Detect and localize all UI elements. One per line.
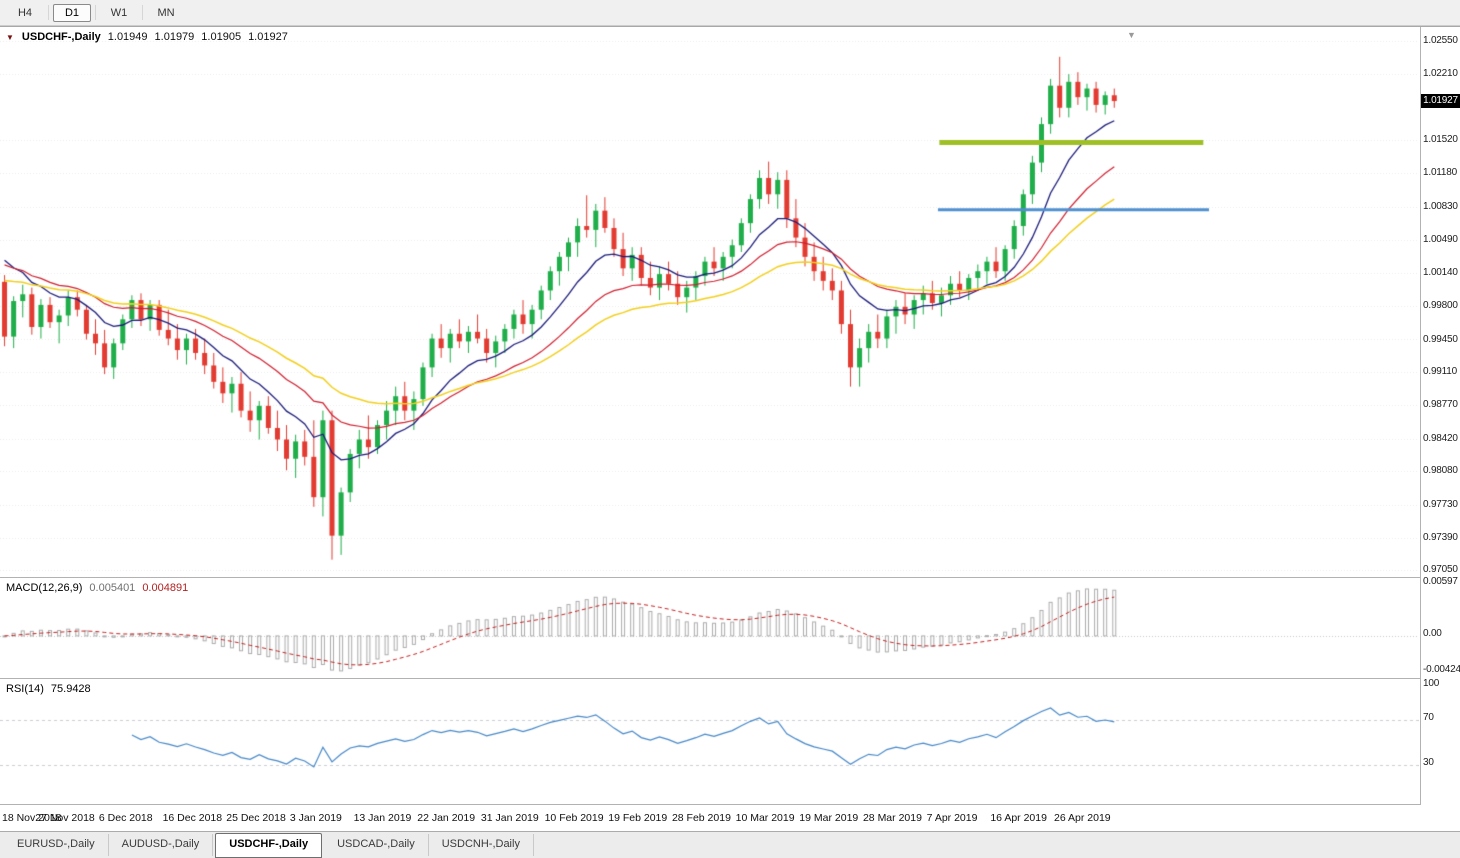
price-axis-label: 0.98420 xyxy=(1423,432,1458,444)
macd-value: 0.005401 xyxy=(89,582,136,594)
price-axis-label: 0.99450 xyxy=(1423,333,1458,345)
price-axis-label: 1.01180 xyxy=(1423,167,1458,179)
date-axis-label: 3 Jan 2019 xyxy=(289,812,342,824)
date-axis-label: 16 Apr 2019 xyxy=(990,812,1047,824)
date-axis-label: 19 Feb 2019 xyxy=(608,812,668,824)
date-axis-label: 27 Nov 2018 xyxy=(35,812,95,824)
price-axis-label: 1.01520 xyxy=(1423,134,1458,146)
chart-title: ▼ USDCHF-,Daily 1.01949 1.01979 1.01905 … xyxy=(6,31,288,43)
toolbar-separator xyxy=(142,5,143,20)
date-axis-label: 22 Jan 2019 xyxy=(417,812,476,824)
rsi-axis-label: 70 xyxy=(1423,711,1434,723)
rsi-panel: RSI(14) 75.9428 xyxy=(0,678,1460,805)
rsi-axis-label: 100 xyxy=(1423,678,1440,689)
macd-label: MACD(12,26,9) 0.005401 0.004891 xyxy=(6,582,188,594)
main-chart-canvas[interactable] xyxy=(0,27,1419,577)
price-axis-label: 1.00830 xyxy=(1423,200,1458,212)
chart-symbol-label: USDCHF-,Daily xyxy=(21,31,101,43)
rsi-value: 75.9428 xyxy=(50,683,91,695)
ohlc-close: 1.01927 xyxy=(248,31,288,43)
chart-shift-marker-icon[interactable]: ▼ xyxy=(1127,30,1136,40)
price-axis-label: 1.02550 xyxy=(1423,35,1458,47)
chart-window: ▼ USDCHF-,Daily 1.01949 1.01979 1.01905 … xyxy=(0,26,1460,832)
date-axis-label: 28 Mar 2019 xyxy=(862,812,922,824)
date-axis-label: 10 Feb 2019 xyxy=(544,812,604,824)
price-axis-label: 0.97390 xyxy=(1423,531,1458,543)
macd-axis-label: 0.00 xyxy=(1423,627,1442,639)
ohlc-high: 1.01979 xyxy=(154,31,195,43)
price-axis[interactable]: 1.02550 1.02210 1.01520 1.01180 1.00830 1.004… xyxy=(1421,27,1460,832)
timeframe-button-h4[interactable]: H4 xyxy=(17,6,33,19)
price-axis-divider xyxy=(1420,27,1421,804)
macd-panel: MACD(12,26,9) 0.005401 0.004891 xyxy=(0,577,1460,679)
tab-audusd[interactable]: AUDUSD-,Daily xyxy=(109,834,214,856)
date-axis-label: 31 Jan 2019 xyxy=(480,812,539,824)
macd-signal-value: 0.004891 xyxy=(142,582,189,594)
date-axis-label: 10 Mar 2019 xyxy=(735,812,795,824)
symbol-dropdown-icon[interactable]: ▼ xyxy=(6,33,14,42)
date-axis-label: 26 Apr 2019 xyxy=(1053,812,1111,824)
tab-usdcnh[interactable]: USDCNH-,Daily xyxy=(429,834,534,856)
timeframe-toolbar: H4 D1 W1 MN xyxy=(0,0,1460,26)
rsi-canvas[interactable] xyxy=(0,680,1419,805)
macd-canvas[interactable] xyxy=(0,579,1419,679)
price-axis-label: 0.99110 xyxy=(1423,366,1458,378)
timeframe-button-d1[interactable]: D1 xyxy=(53,3,91,22)
date-axis-label: 19 Mar 2019 xyxy=(799,812,859,824)
price-axis-label: 1.00140 xyxy=(1423,267,1458,279)
tab-usdcad[interactable]: USDCAD-,Daily xyxy=(324,834,429,856)
ohlc-low: 1.01905 xyxy=(201,31,242,43)
rsi-name: RSI(14) xyxy=(6,683,44,695)
price-axis-label: 1.02210 xyxy=(1423,68,1458,80)
date-axis-label: 6 Dec 2018 xyxy=(98,812,153,824)
date-axis-label: 18 Nov 2018 xyxy=(2,812,62,824)
macd-axis-label: 0.00597 xyxy=(1423,576,1458,588)
price-axis-label: 0.99800 xyxy=(1423,299,1458,311)
toolbar-separator xyxy=(48,5,49,20)
price-axis-label: 0.98080 xyxy=(1423,465,1458,477)
timeframe-button-w1[interactable]: W1 xyxy=(110,6,128,19)
price-axis-label: 0.97730 xyxy=(1423,498,1458,510)
symbol-tabbar: EURUSD-,Daily AUDUSD-,Daily USDCHF-,Daily U… xyxy=(0,831,1460,858)
date-axis-label: 25 Dec 2018 xyxy=(226,812,286,824)
date-axis-label: 28 Feb 2019 xyxy=(671,812,731,824)
price-axis-label: 1.00490 xyxy=(1423,233,1458,245)
tab-eurusd[interactable]: EURUSD-,Daily xyxy=(4,834,109,856)
rsi-axis-label: 30 xyxy=(1423,757,1434,769)
tab-usdchf[interactable]: USDCHF-,Daily xyxy=(215,832,323,858)
ohlc-open: 1.01949 xyxy=(107,31,148,43)
rsi-label: RSI(14) 75.9428 xyxy=(6,683,91,695)
date-axis-label: 7 Apr 2019 xyxy=(926,812,978,824)
price-axis-label: 0.97050 xyxy=(1423,564,1458,576)
price-axis-label: 0.98770 xyxy=(1423,398,1458,410)
date-axis-label: 13 Jan 2019 xyxy=(353,812,412,824)
macd-axis-label: -0.00424 xyxy=(1423,664,1460,676)
date-axis[interactable]: 18 Nov 2018 27 Nov 2018 6 Dec 2018 16 Dec 2… xyxy=(0,804,1460,832)
current-price-badge: 1.01927 xyxy=(1421,94,1460,109)
macd-name: MACD(12,26,9) xyxy=(6,582,83,594)
timeframe-button-mn[interactable]: MN xyxy=(157,6,175,19)
main-chart-panel: ▼ USDCHF-,Daily 1.01949 1.01979 1.01905 … xyxy=(0,27,1460,577)
toolbar-separator xyxy=(95,5,96,20)
date-axis-label: 16 Dec 2018 xyxy=(162,812,223,824)
